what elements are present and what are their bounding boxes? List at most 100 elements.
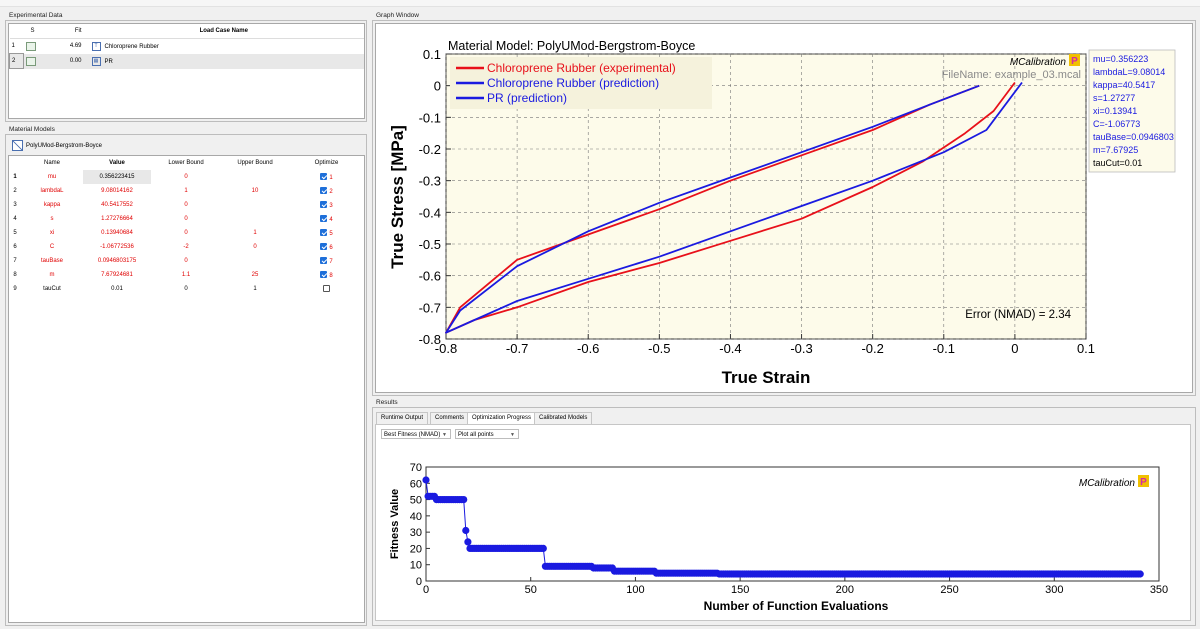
tab-comments[interactable]: Comments [430, 412, 470, 424]
tab-calibrated-models[interactable]: Calibrated Models [534, 412, 593, 424]
optimize-checkbox[interactable] [320, 201, 328, 209]
results-frame [372, 407, 1196, 626]
param-lower-bound[interactable]: 0 [184, 202, 188, 208]
x-tick-labels: 0 50 100 150 200 250 300 350 [423, 577, 1168, 596]
fitness-brand-badge-letter: P [1140, 477, 1147, 488]
table-row[interactable]: 8 m 7.67924681 1.1 25 8 [9, 268, 364, 282]
param-lower-bound[interactable]: 0 [184, 174, 188, 180]
param-name: tauBase [40, 258, 64, 264]
table-row[interactable]: 4 s 1.27276664 0 4 [9, 212, 364, 226]
tab-runtime-output[interactable]: Runtime Output [376, 412, 429, 424]
param-value[interactable]: -1.06772536 [100, 244, 134, 250]
optimize-checkbox[interactable] [320, 187, 328, 195]
y-tick-label: -0.3 [419, 174, 441, 189]
parameters-box [1088, 49, 1176, 173]
x-tick-label: -0.1 [933, 341, 955, 356]
param-value[interactable]: 0.13940684 [101, 230, 133, 236]
y-axis-label: True Stress [MPa] [388, 125, 407, 269]
param-xi: xi=0.13941 [1093, 106, 1137, 116]
param-lower-bound[interactable]: 0 [184, 230, 188, 236]
y-tick-label: 30 [410, 527, 422, 539]
table-row[interactable]: 5 xi 0.13940684 0 1 5 [9, 226, 364, 240]
param-value[interactable]: 0.356223415 [83, 170, 151, 184]
fitness-select[interactable]: Best Fitness (NMAD) ▼ [381, 429, 451, 439]
chart-icon [26, 56, 36, 66]
table-row[interactable]: 2 0.00 ▦ PR [9, 53, 364, 69]
param-name: C [49, 244, 55, 250]
load-case-name[interactable]: Chloroprene Rubber [104, 43, 159, 50]
optimize-checkbox[interactable] [320, 257, 328, 265]
param-lower-bound[interactable]: 0 [184, 258, 188, 264]
param-lower-bound[interactable]: 1 [184, 188, 188, 194]
material-models-frame [5, 134, 367, 626]
param-upper-bound[interactable] [221, 198, 289, 212]
graph-window-canvas[interactable]: -0.8 -0.7 -0.6 -0.5 -0.4 -0.3 -0.2 -0.1 0 0.1 0.1… [375, 23, 1193, 393]
material-model-selector[interactable]: PolyUMod-Bergstrom-Boyce [12, 140, 102, 152]
param-value[interactable]: 0.0946803175 [97, 258, 137, 264]
optimize-checkbox[interactable] [320, 215, 328, 223]
series-group [445, 81, 1023, 334]
table-row[interactable]: 7 tauBase 0.0946803175 0 7 [9, 254, 364, 268]
param-upper-bound[interactable]: 25 [251, 272, 259, 278]
load-case-name[interactable]: PR [104, 58, 113, 65]
optimize-checkbox[interactable] [320, 243, 328, 251]
param-value[interactable]: 9.08014162 [101, 188, 133, 194]
param-upper-bound[interactable]: 1 [253, 286, 257, 292]
x-tick-label: 250 [940, 584, 958, 596]
x-tick-label: -0.4 [719, 341, 741, 356]
param-lower-bound[interactable]: 0 [184, 216, 188, 222]
param-value[interactable]: 1.27276664 [101, 216, 133, 222]
fitness-y-axis-label: Fitness Value [389, 489, 401, 559]
optimize-checkbox[interactable] [320, 229, 328, 237]
param-value[interactable]: 0.01 [111, 286, 123, 292]
tab-optimization-progress[interactable]: Optimization Progress [467, 412, 537, 424]
optimize-index: 6 [329, 244, 333, 251]
param-lower-bound[interactable]: -2 [183, 244, 189, 250]
optimize-index: 2 [329, 188, 333, 195]
param-upper-bound[interactable]: 10 [251, 188, 259, 194]
col-s: S [30, 28, 35, 34]
results-tab-bar: Runtime Output Comments Optimization Pro… [376, 412, 1191, 424]
optimize-checkbox[interactable] [320, 173, 328, 181]
table-row[interactable]: 9 tauCut 0.01 0 1 [9, 282, 364, 296]
material-models-table-wrap: Name Value Lower Bound Upper Bound Optim… [8, 155, 365, 623]
param-taucut: tauCut=0.01 [1093, 158, 1142, 168]
table-row[interactable]: 6 C -1.06772536 -2 0 6 [9, 240, 364, 254]
param-upper-bound[interactable] [221, 254, 289, 268]
chevron-down-icon: ▼ [442, 432, 447, 438]
param-lambdal: lambdaL=9.08014 [1093, 67, 1165, 77]
experimental-data-frame [5, 20, 367, 122]
y-tick-labels: 0.1 0 -0.1 -0.2 -0.3 -0.4 -0.5 -0.6 -0.7 -0.8 [419, 47, 441, 347]
param-upper-bound[interactable] [221, 170, 289, 184]
grid [445, 53, 1087, 340]
table-row[interactable]: 3 kappa 40.5417552 0 3 [9, 198, 364, 212]
brand-badge-icon [1069, 54, 1080, 66]
row-number: 2 [13, 188, 17, 194]
param-value[interactable]: 7.67924681 [101, 272, 133, 278]
param-value[interactable]: 40.5417552 [101, 202, 133, 208]
load-case-icon: T [91, 41, 101, 51]
optimize-index: 7 [329, 258, 333, 265]
table-row[interactable]: 1 mu 0.356223415 0 1 [9, 170, 364, 184]
param-lower-bound[interactable]: 1.1 [181, 272, 191, 278]
fitness-point [460, 496, 468, 504]
fitness-plot-area [425, 466, 1160, 582]
y-tick-label: 0 [416, 576, 422, 588]
table-row[interactable]: 2 lambdaL 9.08014162 1 10 2 [9, 184, 364, 198]
fit-value: 0.00 [69, 58, 82, 64]
points-select[interactable]: Plot all points ▼ [455, 429, 519, 439]
optimize-index: 5 [329, 230, 333, 237]
param-lower-bound[interactable]: 0 [184, 286, 188, 292]
param-upper-bound[interactable]: 0 [253, 244, 257, 250]
param-upper-bound[interactable]: 1 [253, 230, 257, 236]
y-tick-label: 70 [410, 462, 422, 474]
error-label: Error (NMAD) = 2.34 [965, 309, 1071, 321]
experimental-data-table-wrap: S Fit Load Case Name 1 4.69 T Chloroprene… [8, 23, 365, 119]
param-m: m=7.67925 [1093, 145, 1138, 155]
param-upper-bound[interactable] [221, 212, 289, 226]
param-mu: mu=0.356223 [1093, 54, 1148, 64]
results-title: Results [376, 399, 398, 406]
optimize-checkbox[interactable] [320, 271, 328, 279]
table-row[interactable]: 1 4.69 T Chloroprene Rubber [10, 39, 365, 54]
optimize-checkbox[interactable] [323, 285, 330, 293]
